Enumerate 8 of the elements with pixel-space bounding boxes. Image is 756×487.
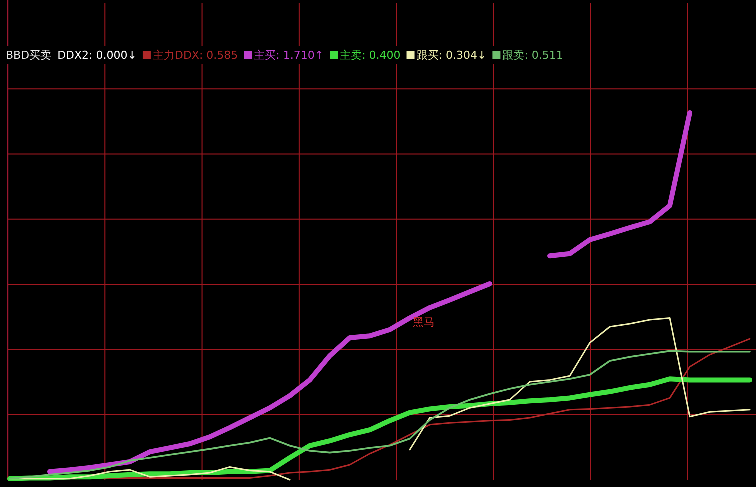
legend-label: 主力DDX: 0.585	[152, 49, 238, 62]
legend-label: 跟卖: 0.511	[502, 49, 564, 62]
legend-label: 主卖: 0.400	[340, 49, 401, 62]
text: DDX2: 0.000↓	[58, 49, 137, 62]
chart-title: BBD买卖	[6, 49, 52, 62]
annotation: 黑马	[413, 316, 435, 329]
legend-label: 跟买: 0.304↓	[416, 49, 487, 62]
legend-label: 主买: 1.710↑	[254, 49, 324, 62]
